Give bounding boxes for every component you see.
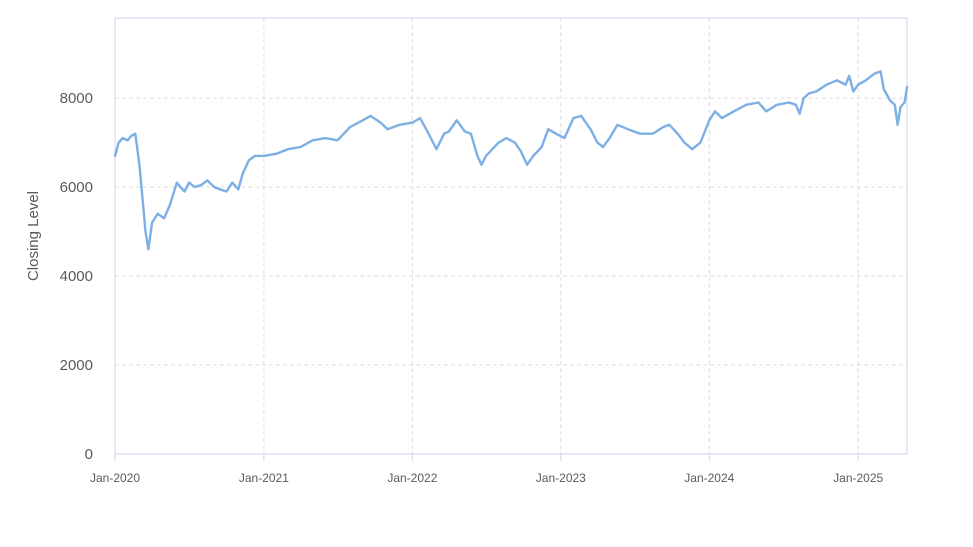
x-tick-label: Jan-2025	[833, 471, 883, 485]
x-tick-label: Jan-2020	[90, 471, 140, 485]
x-tick-label: Jan-2021	[239, 471, 289, 485]
x-tick-label: Jan-2022	[387, 471, 437, 485]
y-tick-label: 4000	[60, 268, 93, 285]
y-axis-label: Closing Level	[25, 191, 42, 281]
y-tick-label: 8000	[60, 90, 93, 107]
series-layer	[113, 70, 909, 251]
y-tick-label: 2000	[60, 357, 93, 374]
x-tick-label: Jan-2024	[684, 471, 734, 485]
y-tick-label: 0	[85, 446, 93, 463]
y-tick-label: 6000	[60, 179, 93, 196]
plot-area-border	[114, 17, 908, 455]
gridlines	[115, 18, 907, 454]
axes: 0 2000 4000 6000 8000 Jan-2020 Jan-2021 Jan-202…	[60, 90, 884, 485]
x-tick-label: Jan-2023	[536, 471, 586, 485]
series-line	[113, 70, 909, 251]
